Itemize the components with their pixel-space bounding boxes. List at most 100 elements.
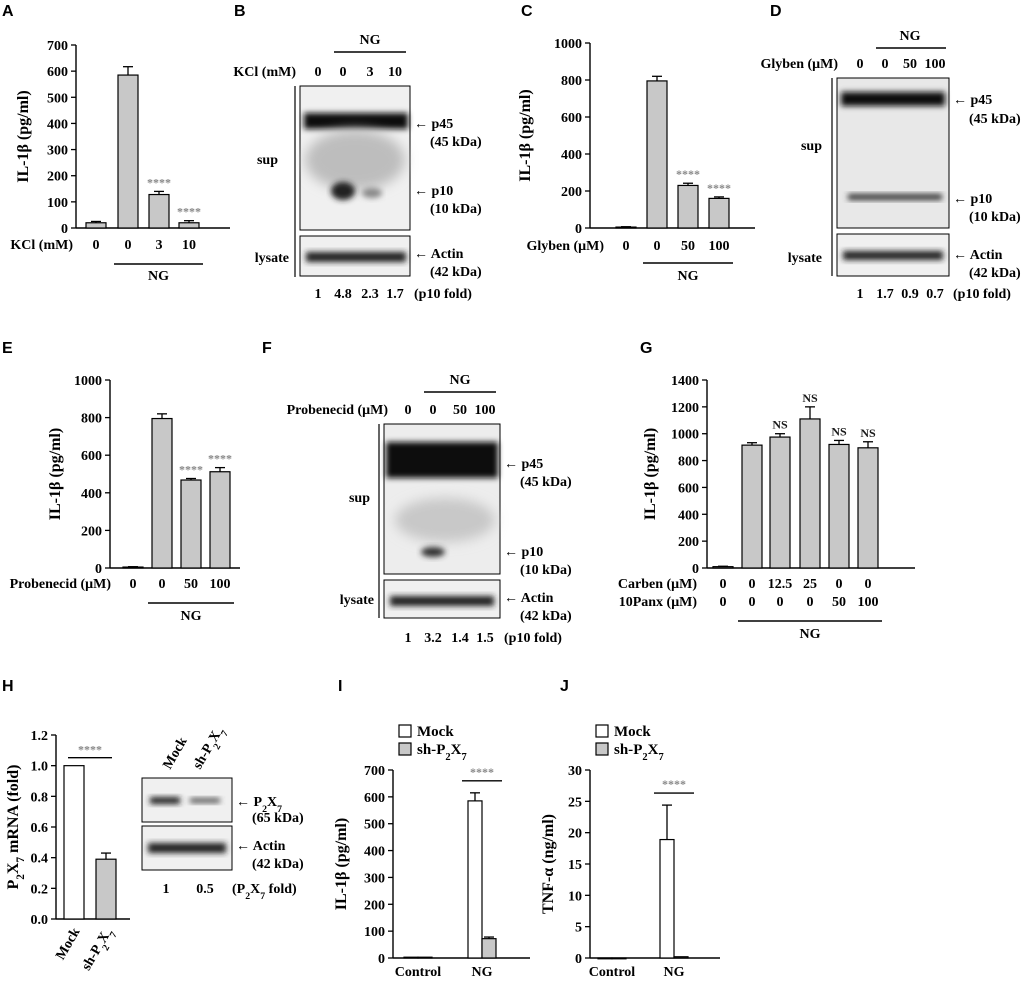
chart-g-ytick-label: 1000 xyxy=(671,428,699,443)
blot-f: NG Probenecid (μM) 0 0 50 100 sup lysate… xyxy=(287,373,572,646)
chart-e-row-value: 0 xyxy=(130,577,137,592)
blot-f-quant-3: 1.4 xyxy=(451,631,469,646)
chart-a-bar xyxy=(117,74,139,229)
chart-j-category-label: NG xyxy=(664,965,685,980)
chart-j-ytick-label: 0 xyxy=(575,952,582,967)
blot-b-lane-3: 3 xyxy=(367,65,374,80)
blot-d-lane-4: 100 xyxy=(925,57,946,72)
chart-a-bar xyxy=(178,222,200,229)
chart-i-legend-swatch xyxy=(398,724,412,738)
chart-g-row-value: 0 xyxy=(777,595,784,610)
chart-j-bar xyxy=(673,956,689,959)
chart-c-significance: **** xyxy=(707,181,731,195)
panel-label-b: B xyxy=(234,3,246,20)
chart-c-ytick-label: 1000 xyxy=(554,37,582,52)
chart-i-legend-label: Mock xyxy=(417,724,454,740)
panel-label-e: E xyxy=(2,340,13,357)
chart-g-ytick-label: 400 xyxy=(678,508,699,523)
blot-f-lane-3: 50 xyxy=(453,403,467,418)
chart-h-bar xyxy=(63,765,85,920)
chart-c-bar xyxy=(646,80,668,229)
blot-d-lane-3: 50 xyxy=(903,57,917,72)
blot-d-p45-kda: (45 kDa) xyxy=(969,112,1021,127)
blot-b-sup-label: sup xyxy=(257,153,278,168)
chart-g-significance: NS xyxy=(772,418,788,432)
blot-d-group-label: NG xyxy=(900,29,921,44)
chart-a-row-value: 0 xyxy=(93,238,100,253)
chart-i-legend-swatch xyxy=(398,742,412,756)
blot-f-lane-4: 100 xyxy=(475,403,496,418)
blot-d-p10-arrow: ← p10 xyxy=(953,192,992,207)
blot-f-p45-kda: (45 kDa) xyxy=(520,475,572,490)
chart-a-ytick-label: 700 xyxy=(47,39,68,54)
chart-i-ytick-label: 400 xyxy=(364,845,385,860)
blot-d-quant-2: 1.7 xyxy=(876,287,894,302)
chart-j-bar xyxy=(611,957,627,960)
chart-i-bar xyxy=(467,800,483,959)
chart-g-significance: NS xyxy=(802,391,818,405)
chart-j-bar xyxy=(597,957,613,960)
blot-d-p45-arrow: ← p45 xyxy=(953,93,992,108)
blot-b-p10-kda: (10 kDa) xyxy=(430,202,482,217)
chart-e-ytick-label: 1000 xyxy=(74,374,102,389)
blot-b-group-label: NG xyxy=(360,33,381,48)
chart-e-bar xyxy=(151,417,173,569)
chart-g-bar xyxy=(741,444,763,569)
chart-h-bar xyxy=(95,858,117,920)
chart-i-ytick-label: 200 xyxy=(364,898,385,913)
chart-g-row-value: 0 xyxy=(749,577,756,592)
blot-b-actin-arrow: ← Actin xyxy=(414,247,464,262)
chart-j-legend-swatch xyxy=(595,742,609,756)
blot-h-quant-label: (P2X7 fold) xyxy=(232,882,297,902)
chart-g-bar xyxy=(857,447,879,569)
blot-b-p10-band xyxy=(331,182,355,200)
chart-j-ytick-label: 20 xyxy=(568,827,582,842)
chart-a-ytick-label: 500 xyxy=(47,91,68,106)
blot-d-actin-arrow: ← Actin xyxy=(953,248,1003,263)
chart-a-ylabel: IL-1β (pg/ml) xyxy=(15,90,32,182)
panel-label-h: H xyxy=(2,678,14,695)
chart-a-row-value: 10 xyxy=(182,238,196,253)
blot-f-sup-label: sup xyxy=(349,491,370,506)
blot-d-quant-3: 0.9 xyxy=(901,287,919,302)
blot-f-lane-1: 0 xyxy=(405,403,412,418)
blot-b-quant-1: 1 xyxy=(315,287,322,302)
chart-c-bar xyxy=(708,197,730,229)
chart-c-significance: **** xyxy=(676,167,700,181)
blot-b-quant-3: 2.3 xyxy=(361,287,379,302)
chart-h-ytick-label: 0.0 xyxy=(31,913,49,928)
chart-j-ylabel: TNF-α (ng/ml) xyxy=(540,814,557,914)
chart-g-ytick-label: 0 xyxy=(692,562,699,577)
chart-j-bar xyxy=(659,838,675,959)
chart-c-bar xyxy=(677,184,699,229)
blot-h-quant-1: 1 xyxy=(163,882,170,897)
chart-e-row-value: 100 xyxy=(210,577,231,592)
blot-f-group-label: NG xyxy=(450,373,471,388)
chart-g-bar xyxy=(769,436,791,569)
blot-f-quant-2: 3.2 xyxy=(424,631,442,646)
blot-d-treatment-label: Glyben (μM) xyxy=(760,57,838,72)
chart-c-row-value: 100 xyxy=(709,239,730,254)
chart-e-ytick-label: 400 xyxy=(81,487,102,502)
chart-g-ytick-label: 800 xyxy=(678,455,699,470)
chart-g-row-value: 0 xyxy=(720,577,727,592)
chart-h-category-label: Mock xyxy=(53,925,83,962)
blot-d-quant-label: (p10 fold) xyxy=(953,287,1011,302)
blot-h-lane-1: Mock xyxy=(160,735,190,772)
blot-h-p2x7-band-2 xyxy=(190,798,220,803)
blot-f-actin-band xyxy=(390,596,494,606)
blot-f-p10-kda: (10 kDa) xyxy=(520,563,572,578)
blot-d-actin-kda: (42 kDa) xyxy=(969,266,1021,281)
chart-h-ytick-label: 1.2 xyxy=(31,729,49,744)
blot-h-p2x7-band-1 xyxy=(150,797,180,804)
blot-d-lysate-label: lysate xyxy=(788,251,822,266)
blot-f-p45-band xyxy=(386,442,498,478)
blot-f-actin-arrow: ← Actin xyxy=(504,591,554,606)
chart-c-ytick-label: 600 xyxy=(561,111,582,126)
chart-g-row-value: 25 xyxy=(803,577,817,592)
chart-e-significance: **** xyxy=(179,463,203,477)
chart-h-ytick-label: 0.2 xyxy=(31,882,49,897)
